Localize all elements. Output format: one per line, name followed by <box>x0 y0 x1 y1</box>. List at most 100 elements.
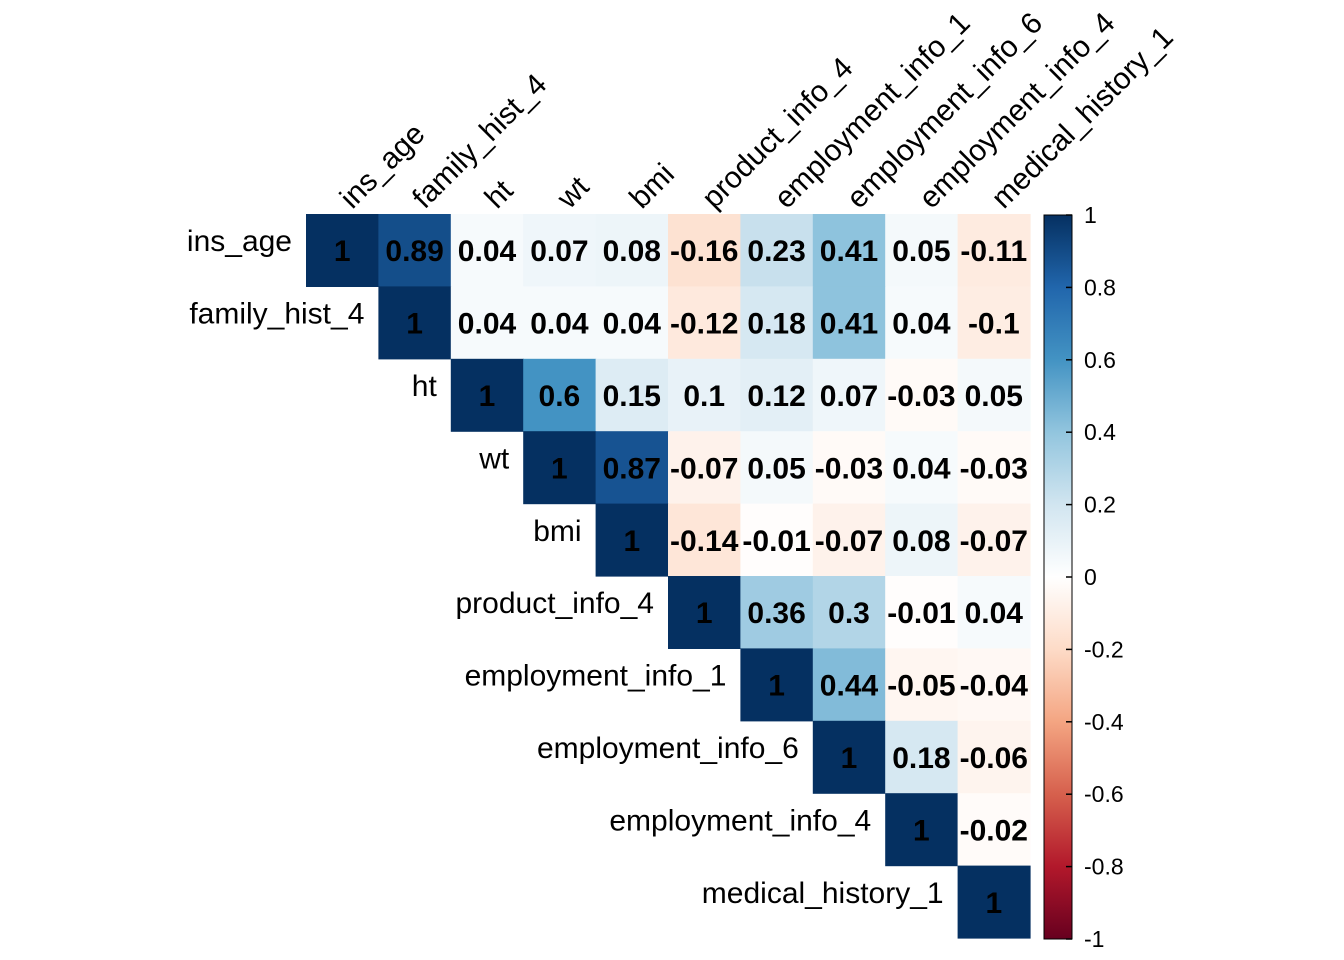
heatmap-cell <box>740 286 814 360</box>
cell-value-label: -0.04 <box>960 670 1029 703</box>
heatmap-cell <box>812 648 886 722</box>
heatmap-cell <box>523 214 597 287</box>
heatmap-cell <box>378 286 452 360</box>
cell-value-label: -0.06 <box>960 742 1028 775</box>
legend-tick-label: 0 <box>1084 564 1097 590</box>
cell-value-label: 0.18 <box>892 742 950 775</box>
column-label-bmi: bmi <box>623 157 681 215</box>
cell-value-label: -0.01 <box>887 597 955 630</box>
row-label-wt: wt <box>478 442 510 475</box>
legend-tick-label: -0.8 <box>1084 854 1124 880</box>
row-label-ht: ht <box>412 370 438 403</box>
legend-tick-label: -0.6 <box>1084 781 1124 807</box>
heatmap-cell <box>885 720 959 794</box>
heatmap-cell <box>885 503 959 577</box>
heatmap-cell <box>812 286 886 360</box>
cell-value-label: 0.1 <box>683 380 725 413</box>
legend-tick-label: 0.8 <box>1084 274 1116 300</box>
cell-value-label: 0.05 <box>965 380 1023 413</box>
heatmap-cell <box>812 576 886 649</box>
cell-value-label: 1 <box>479 380 496 413</box>
heatmap-cell <box>957 431 1031 505</box>
cell-value-label: 0.89 <box>385 235 443 268</box>
heatmap-cell <box>378 214 452 287</box>
cell-value-label: 0.41 <box>820 308 878 341</box>
cell-value-label: 1 <box>768 670 785 703</box>
heatmap-cell <box>740 358 814 432</box>
heatmap-cell <box>812 358 886 432</box>
cell-value-label: 0.04 <box>530 308 589 341</box>
cell-value-label: 1 <box>841 742 858 775</box>
cell-value-label: 0.12 <box>747 380 805 413</box>
cell-value-label: 1 <box>913 814 930 847</box>
heatmap-cell <box>450 214 524 287</box>
heatmap-cell <box>595 431 669 505</box>
cell-value-label: 0.3 <box>828 597 870 630</box>
cell-value-label: -0.03 <box>960 452 1028 485</box>
heatmap-cell <box>885 431 959 505</box>
cell-value-label: 1 <box>334 235 351 268</box>
row-label-employment-info-4: employment_info_4 <box>609 804 871 837</box>
heatmap-cell <box>812 431 886 505</box>
heatmap-cell <box>957 214 1031 287</box>
cell-value-label: 0.6 <box>539 380 581 413</box>
row-label-family-hist-4: family_hist_4 <box>189 298 364 331</box>
heatmap-cell <box>885 358 959 432</box>
cell-value-label: -0.07 <box>670 452 738 485</box>
heatmap-cells <box>306 214 1031 939</box>
row-label-bmi: bmi <box>533 515 581 548</box>
cell-value-label: 0.04 <box>892 452 951 485</box>
heatmap-cell <box>885 793 959 867</box>
heatmap-cell <box>668 576 741 649</box>
cell-value-label: 1 <box>406 308 423 341</box>
row-label-employment-info-1: employment_info_1 <box>465 660 727 693</box>
heatmap-cell <box>957 720 1031 794</box>
heatmap-cell <box>668 214 741 287</box>
cell-value-label: 0.23 <box>747 235 805 268</box>
heatmap-cell <box>885 286 959 360</box>
heatmap-cell <box>740 431 814 505</box>
cell-value-label: 0.04 <box>965 597 1024 630</box>
cell-value-label: -0.07 <box>960 525 1028 558</box>
heatmap-cell <box>957 793 1031 867</box>
heatmap-cell <box>740 214 814 287</box>
cell-value-label: 0.05 <box>892 235 950 268</box>
cell-value-label: -0.05 <box>887 670 955 703</box>
heatmap-cell <box>668 503 741 577</box>
heatmap-cell <box>595 214 669 287</box>
cell-value-label: 0.04 <box>603 308 662 341</box>
cell-value-label: 0.04 <box>458 235 517 268</box>
heatmap-cell <box>523 286 597 360</box>
legend-tick-label: -1 <box>1084 926 1104 952</box>
cell-value-label: -0.01 <box>742 525 810 558</box>
cell-value-label: 0.18 <box>747 308 805 341</box>
heatmap-cell <box>523 431 597 505</box>
cell-value-label: -0.14 <box>670 525 739 558</box>
row-label-employment-info-6: employment_info_6 <box>537 732 799 765</box>
cell-value-label: -0.11 <box>960 235 1027 268</box>
cell-value-label: -0.07 <box>815 525 883 558</box>
cell-value-label: 0.07 <box>530 235 588 268</box>
cell-value-label: 0.04 <box>892 308 951 341</box>
cell-value-label: 0.36 <box>747 597 805 630</box>
column-label-wt: wt <box>550 170 596 216</box>
heatmap-cell <box>668 286 741 360</box>
heatmap-cell <box>450 286 524 360</box>
cell-value-labels: 1 0.89 0.04 0.07 0.08 -0.16 0.23 0.41 0.05 -0.11 1… <box>334 235 1028 920</box>
heatmap-cell <box>885 576 959 649</box>
heatmap-cell <box>595 358 669 432</box>
heatmap-cell <box>957 648 1031 722</box>
heatmap-cell <box>885 214 959 287</box>
heatmap-cell <box>450 358 524 432</box>
cell-value-label: -0.16 <box>670 235 738 268</box>
heatmap-cell <box>668 358 741 432</box>
heatmap-cell <box>812 720 886 794</box>
row-label-product-info-4: product_info_4 <box>456 587 655 620</box>
cell-value-label: 1 <box>551 452 568 485</box>
cell-value-label: -0.03 <box>815 452 883 485</box>
heatmap-cell <box>595 286 669 360</box>
cell-value-label: 0.08 <box>892 525 950 558</box>
legend-tick-label: 0.4 <box>1084 419 1116 445</box>
